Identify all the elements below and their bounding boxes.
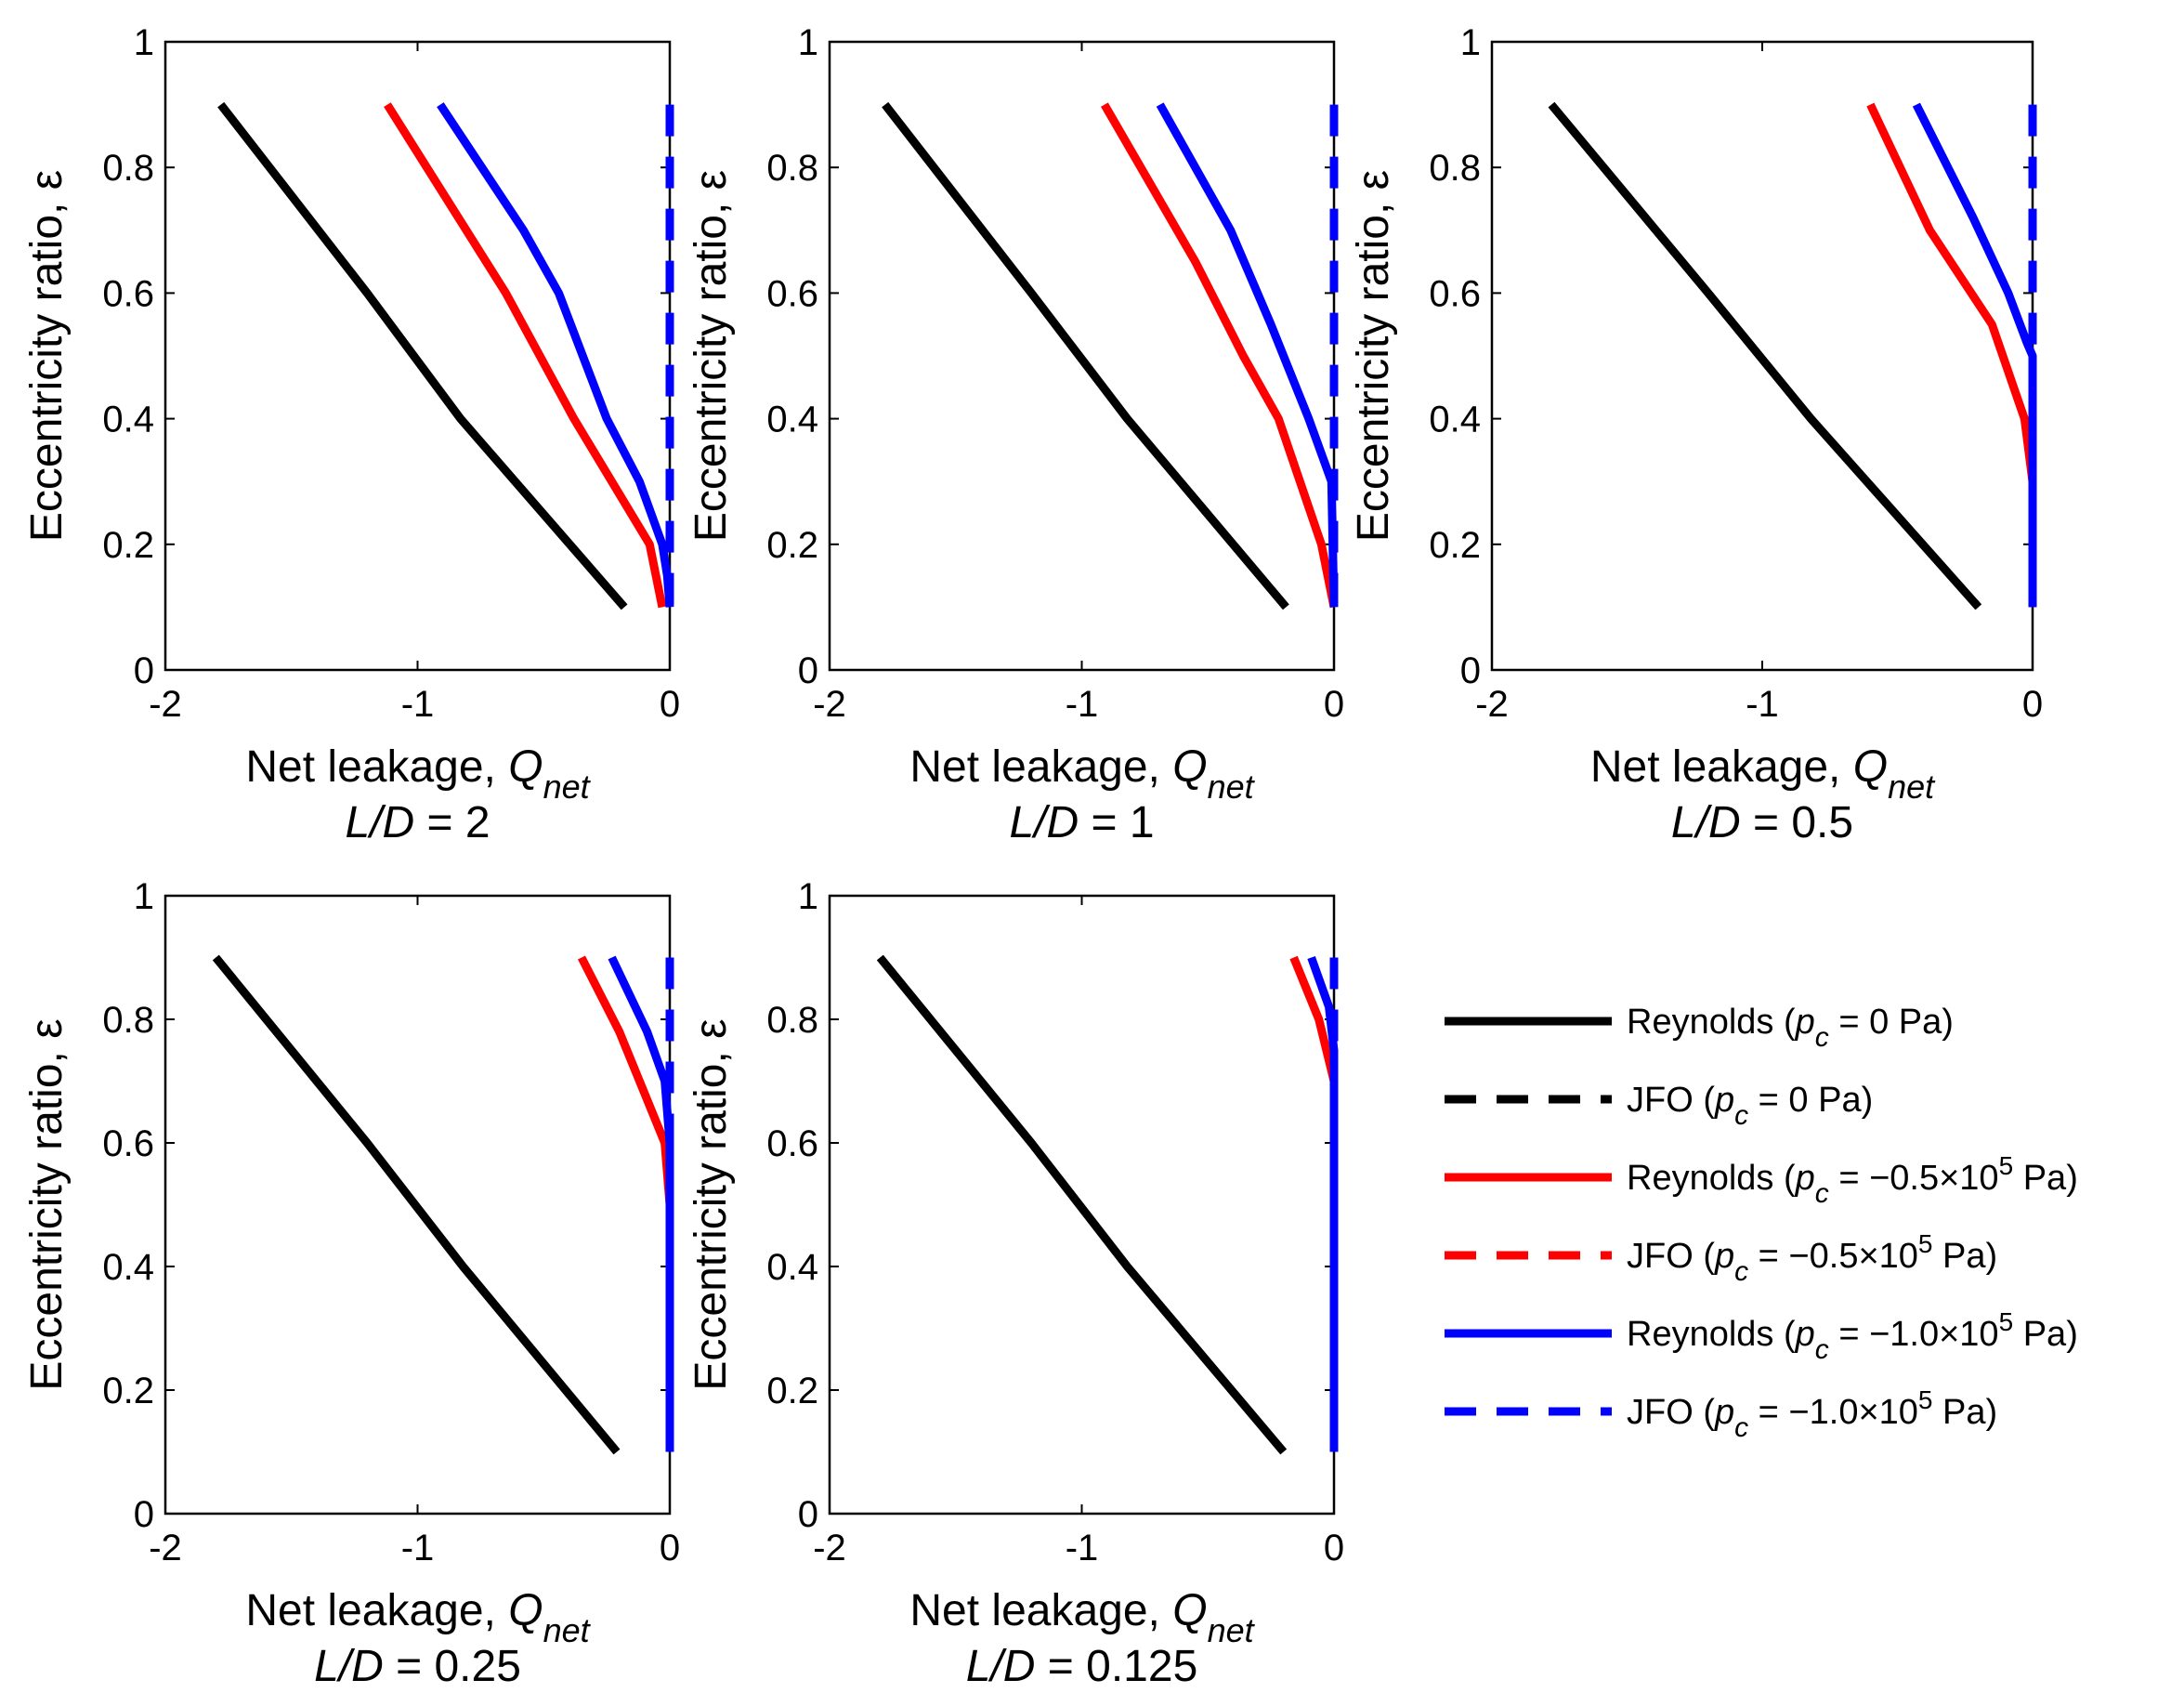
x-tick-label: -2 bbox=[813, 1528, 846, 1568]
chart-panel-3: -2 -1 0 0 0.2 0.4 0.6 0.8 1 Eccentricity ratio, ε… bbox=[1349, 22, 2043, 847]
legend-label-1: Reynolds (pc = 0 Pa) bbox=[1627, 1003, 1954, 1053]
y-tick-label: 0 bbox=[798, 650, 818, 691]
chart-panel-1: -2 -1 0 0 0.2 0.4 0.6 0.8 1 Eccentricity ratio, ε… bbox=[22, 22, 680, 847]
series-line-2 bbox=[384, 102, 667, 609]
x-axis-label: Net leakage, Qnet bbox=[245, 742, 591, 806]
y-axis-label: Eccentricity ratio, ε bbox=[22, 1018, 72, 1390]
legend-label-3: Reynolds (pc = −0.5×105 Pa) bbox=[1627, 1151, 2078, 1209]
panels-group: -2 -1 0 0 0.2 0.4 0.6 0.8 1 Eccentricity ratio, ε… bbox=[22, 22, 2043, 1691]
y-tick-label: 0 bbox=[1460, 650, 1481, 691]
x-tick-label: -1 bbox=[1746, 684, 1779, 725]
x-tick-label: -2 bbox=[1475, 684, 1509, 725]
y-tick-label: 0.6 bbox=[102, 273, 154, 314]
y-tick-label: 0.2 bbox=[766, 1371, 818, 1411]
x-tick-label: -1 bbox=[401, 1528, 435, 1568]
y-tick-label: 0.2 bbox=[766, 525, 818, 566]
chart-panel-5: -2 -1 0 0 0.2 0.4 0.6 0.8 1 Eccentricity ratio, ε… bbox=[687, 876, 1344, 1691]
y-axis-label: Eccentricity ratio, ε bbox=[22, 170, 72, 542]
panel-title: L/D = 2 bbox=[345, 798, 490, 847]
y-tick-label: 0.8 bbox=[1429, 148, 1481, 189]
y-axis-label: Eccentricity ratio, ε bbox=[1349, 170, 1398, 542]
y-tick-label: 1 bbox=[134, 876, 154, 917]
legend-label-2: JFO (pc = 0 Pa) bbox=[1627, 1081, 1873, 1131]
series-line-3 bbox=[1912, 102, 2037, 608]
legend-label-6: JFO (pc = −1.0×105 Pa) bbox=[1627, 1385, 1997, 1443]
y-axis-label: Eccentricity ratio, ε bbox=[687, 1018, 736, 1390]
y-tick-label: 0.2 bbox=[1429, 525, 1481, 566]
y-axis-label: Eccentricity ratio, ε bbox=[687, 170, 736, 542]
series-line-1 bbox=[1548, 101, 1982, 610]
y-tick-label: 0.4 bbox=[102, 1247, 154, 1288]
y-tick-label: 0.8 bbox=[102, 1000, 154, 1041]
x-tick-label: -2 bbox=[149, 1528, 182, 1568]
legend-label-5: Reynolds (pc = −1.0×105 Pa) bbox=[1627, 1307, 2078, 1365]
panel-title: L/D = 0.25 bbox=[314, 1642, 521, 1691]
y-tick-label: 0.4 bbox=[1429, 400, 1481, 440]
y-tick-label: 1 bbox=[1460, 22, 1481, 63]
x-tick-label: 0 bbox=[2022, 684, 2043, 725]
x-tick-label: -1 bbox=[401, 684, 435, 725]
x-tick-label: 0 bbox=[660, 684, 680, 725]
y-tick-label: 1 bbox=[798, 876, 818, 917]
x-tick-label: -1 bbox=[1066, 684, 1099, 725]
x-tick-label: -1 bbox=[1066, 1528, 1099, 1568]
y-tick-label: 0.6 bbox=[766, 273, 818, 314]
x-tick-label: -2 bbox=[813, 684, 846, 725]
y-tick-label: 1 bbox=[134, 22, 154, 63]
series-line-1 bbox=[876, 954, 1288, 1455]
series-line-2 bbox=[1101, 102, 1339, 609]
y-tick-label: 0.4 bbox=[766, 400, 818, 440]
y-tick-label: 0.6 bbox=[1429, 273, 1481, 314]
legend: Reynolds (pc = 0 Pa) JFO (pc = 0 Pa) Reyno… bbox=[1445, 1003, 2078, 1443]
y-tick-label: 0.2 bbox=[102, 1371, 154, 1411]
series-line-2 bbox=[577, 955, 674, 1452]
y-tick-label: 0.4 bbox=[102, 400, 154, 440]
y-tick-label: 0.6 bbox=[766, 1123, 818, 1164]
y-tick-label: 0.6 bbox=[102, 1123, 154, 1164]
chart-panel-4: -2 -1 0 0 0.2 0.4 0.6 0.8 1 Eccentricity ratio, ε… bbox=[22, 876, 680, 1691]
panel-title: L/D = 1 bbox=[1009, 798, 1154, 847]
x-axis-label: Net leakage, Qnet bbox=[909, 1586, 1255, 1649]
x-axis-label: Net leakage, Qnet bbox=[909, 742, 1255, 806]
series-line-1 bbox=[212, 954, 621, 1455]
x-tick-label: 0 bbox=[1324, 1528, 1344, 1568]
series-line-3 bbox=[1156, 102, 1339, 608]
x-axis-label: Net leakage, Qnet bbox=[1590, 742, 1936, 806]
y-tick-label: 0.8 bbox=[102, 148, 154, 189]
series-line-1 bbox=[217, 101, 628, 610]
y-tick-label: 1 bbox=[798, 22, 818, 63]
series-line-1 bbox=[882, 101, 1289, 610]
y-tick-label: 0 bbox=[798, 1494, 818, 1535]
panel-title: L/D = 0.125 bbox=[966, 1642, 1198, 1691]
y-tick-label: 0.2 bbox=[102, 525, 154, 566]
y-tick-label: 0 bbox=[134, 650, 154, 691]
y-tick-label: 0.4 bbox=[766, 1247, 818, 1288]
x-tick-label: -2 bbox=[149, 684, 182, 725]
chart-panel-2: -2 -1 0 0 0.2 0.4 0.6 0.8 1 Eccentricity ratio, ε… bbox=[687, 22, 1344, 847]
x-tick-label: 0 bbox=[660, 1528, 680, 1568]
x-tick-label: 0 bbox=[1324, 684, 1344, 725]
x-axis-label: Net leakage, Qnet bbox=[245, 1586, 591, 1649]
legend-label-4: JFO (pc = −0.5×105 Pa) bbox=[1627, 1229, 1997, 1287]
panel-title: L/D = 0.5 bbox=[1671, 798, 1853, 847]
y-tick-label: 0 bbox=[134, 1494, 154, 1535]
y-tick-label: 0.8 bbox=[766, 148, 818, 189]
y-tick-label: 0.8 bbox=[766, 1000, 818, 1041]
series-line-3 bbox=[437, 102, 674, 608]
